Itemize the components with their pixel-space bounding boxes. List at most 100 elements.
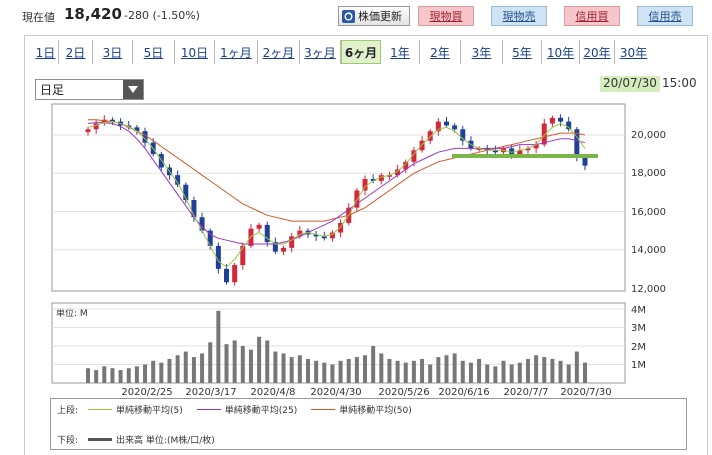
legend-ma5: 単純移動平均(5) [88,403,183,416]
volume-bar [216,310,221,383]
volume-bar [248,349,253,383]
volume-bar [191,357,196,383]
tab-20y[interactable]: 20年 [580,40,615,64]
candle-body [386,175,392,177]
volume-bar [477,358,482,383]
ma5-line [87,121,586,268]
volume-bar [330,364,335,383]
candle-body [199,217,205,231]
legend-lower-label: 下段: [57,436,79,446]
margin-sell-button[interactable]: 信用売 [637,6,693,26]
candle-body [224,268,230,283]
tab-10d[interactable]: 10日 [175,40,215,64]
volume-tick: 4M [631,305,646,316]
volume-bar [493,366,498,383]
volume-bar [574,351,579,383]
candle-body [533,144,539,149]
tab-30y[interactable]: 30年 [619,45,648,60]
volume-bar [240,346,245,383]
legend-volume: 出来高 単位:(M株/口/枚) [88,433,215,446]
tab-10y[interactable]: 10年 [542,40,580,64]
candle-body [484,148,490,151]
tab-3m[interactable]: 3ヶ月 [300,40,341,64]
legend-ma25-label: 単純移動平均(25) [224,406,298,416]
tab-6m[interactable]: 6ヶ月 [341,40,381,64]
volume-bar [452,353,457,383]
volume-bar [159,362,164,383]
volume-bar [314,360,319,383]
tab-1y[interactable]: 1年 [381,40,420,64]
volume-bar [583,362,587,383]
candle-body [142,131,148,143]
volume-bar [354,357,359,383]
candle-body [321,236,327,239]
current-price-label: 現在値 [22,11,55,24]
volume-bar [387,358,392,383]
tab-2m[interactable]: 2ヶ月 [258,40,300,64]
date-tick: 2020/4/8 [251,387,296,398]
candle-body [525,148,531,151]
date-axis: 2020/2/25 2020/3/17 2020/4/8 2020/4/30 2… [121,387,611,398]
candle-body [289,236,295,248]
price-tick: 20,000 [631,130,666,141]
volume-bar [297,355,302,383]
volume-bar [257,336,262,383]
candle-body [207,230,213,246]
candle-body [183,184,189,201]
volume-bar [509,364,514,383]
volume-bar [566,364,571,383]
volume-bars [86,310,587,383]
price-change: -280 (-1.50%) [124,9,200,22]
tab-5y[interactable]: 5年 [503,40,542,64]
volume-swatch [88,438,113,441]
candle-body [378,175,384,181]
tab-1m[interactable]: 1ヶ月 [215,40,258,64]
candle-body [93,123,99,130]
tab-5d[interactable]: 5日 [133,40,175,64]
candle-body [492,150,498,153]
volume-bar [444,355,449,383]
candle-body [354,190,360,208]
volume-bar [232,340,237,383]
candle-body [101,119,107,124]
stock-chart: 20,000 18,000 16,000 14,000 12,000 単位: M… [51,103,666,398]
volume-bar [143,364,148,383]
tab-2d[interactable]: 2日 [59,40,93,64]
date-tick: 2020/5/26 [378,387,429,398]
price-tick: 12,000 [631,284,666,295]
candle-body [509,148,515,155]
tab-3d[interactable]: 3日 [93,40,133,64]
legend-ma25: 単純移動平均(25) [196,403,298,416]
candle-body [281,247,287,252]
candle-body [329,232,335,239]
volume-bar [542,357,547,383]
cash-buy-button[interactable]: 現物買 [418,6,474,26]
volume-bar [460,360,465,383]
candle-body [443,121,449,126]
refresh-price-button[interactable]: 株価更新 [338,6,410,26]
margin-buy-button[interactable]: 信用買 [564,6,620,26]
candle-body [256,224,262,229]
volume-bar [167,358,172,383]
interval-select[interactable]: 日足 [35,79,144,100]
tab-1d[interactable]: 1日 [33,40,59,64]
price-pane: 20,000 18,000 16,000 14,000 12,000 [51,103,666,295]
candle-body [370,178,376,181]
tab-2y[interactable]: 2年 [420,40,461,64]
tab-3y[interactable]: 3年 [461,40,503,64]
volume-bar [208,342,213,383]
candle-body [297,230,303,237]
volume-bar [151,360,156,383]
candle-body [232,265,238,283]
volume-bar [517,362,522,383]
volume-bar [436,357,441,383]
candle-body [452,125,458,130]
legend-upper-row: 上段: 単純移動平均(5) 単純移動平均(25) 単純移動平均(50) [57,403,426,416]
cash-sell-button[interactable]: 現物売 [491,6,547,26]
volume-bar [94,370,99,383]
volume-bar [289,357,294,383]
legend-ma5-label: 単純移動平均(5) [116,406,183,416]
volume-bar [346,358,351,383]
candle-body [395,169,401,176]
candle-body [403,161,409,170]
